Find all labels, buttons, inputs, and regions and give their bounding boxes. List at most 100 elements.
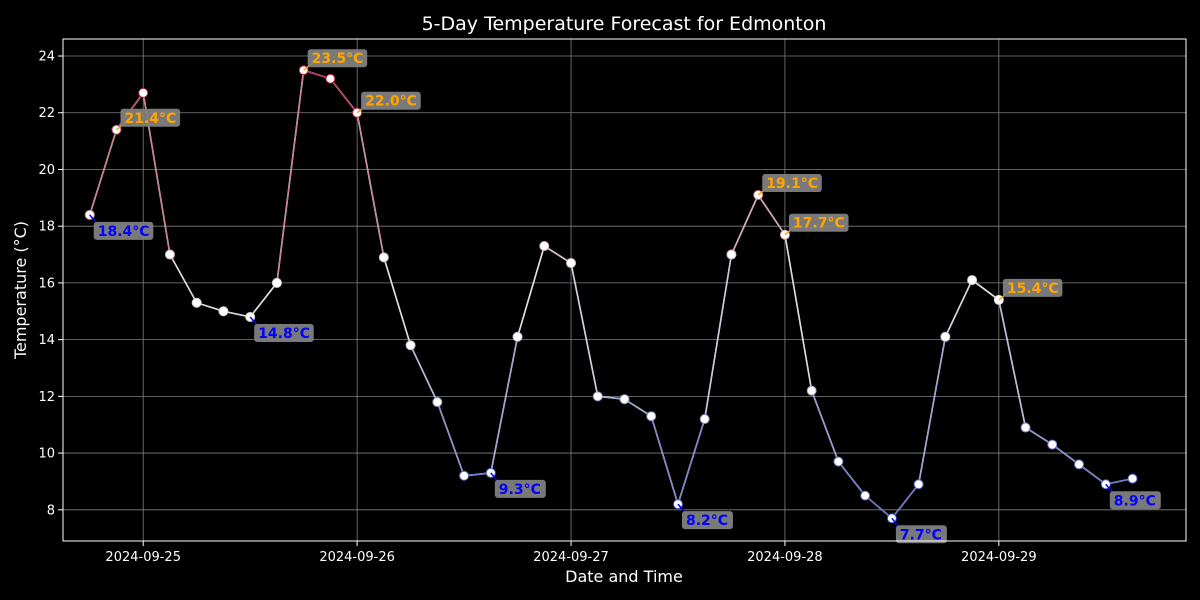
line-segment-color xyxy=(169,254,198,304)
line-segment-color xyxy=(998,299,1027,428)
y-tick-label: 14 xyxy=(38,333,55,348)
data-point xyxy=(325,73,336,84)
annotation-label: 8.2°C xyxy=(686,513,728,529)
line-segment-color xyxy=(837,461,866,497)
y-tick-label: 20 xyxy=(38,163,55,178)
data-point xyxy=(726,249,737,260)
data-point xyxy=(806,385,817,396)
y-axis-title: Temperature (°C) xyxy=(11,221,30,360)
annotation-label: 17.7°C xyxy=(793,216,845,232)
x-tick-label: 2024-09-29 xyxy=(961,550,1037,565)
data-point xyxy=(699,414,710,425)
line-segment-color xyxy=(383,257,412,346)
y-tick-label: 8 xyxy=(47,503,55,518)
data-point xyxy=(1127,473,1138,484)
line-segment-color xyxy=(944,279,973,338)
annotation-label: 9.3°C xyxy=(499,482,541,498)
data-point xyxy=(271,277,282,288)
annotation-label: 23.5°C xyxy=(312,51,364,67)
line-segment-color xyxy=(917,336,946,485)
annotation-label: 7.7°C xyxy=(900,527,942,543)
x-tick-label: 2024-09-27 xyxy=(533,550,609,565)
annotations: 18.4°C 21.4°C 14.8°C 23.5°C 22.0°C 9.3°C 8.2°C… xyxy=(89,49,1161,544)
annotation-box xyxy=(762,173,822,192)
annotation-box xyxy=(93,221,154,240)
line-segment-color xyxy=(89,129,118,216)
data-point xyxy=(1074,459,1085,470)
line-segment-color xyxy=(704,254,733,420)
annotation-box xyxy=(361,91,421,110)
line-segment-color xyxy=(624,398,652,417)
axes: 8 10 12 14 16 18 20 22 24 2024-09-25 2024-09-26 202… xyxy=(38,38,1187,565)
x-tick-label: 2024-09-26 xyxy=(319,550,395,565)
line-segment-color xyxy=(650,416,679,505)
plot-frame xyxy=(62,38,1187,542)
line-segment-color xyxy=(1078,463,1107,485)
annotation-label: 22.0°C xyxy=(365,94,417,110)
line-segment-color xyxy=(757,194,786,236)
annotation-label: 15.4°C xyxy=(1007,281,1059,297)
annotation-box xyxy=(254,323,314,342)
y-tick-label: 16 xyxy=(38,276,55,291)
annotation-box xyxy=(120,108,181,127)
data-point xyxy=(913,479,924,490)
data-point xyxy=(218,306,229,317)
data-point xyxy=(1020,422,1031,433)
data-point xyxy=(138,87,149,98)
annotation-box xyxy=(895,525,947,544)
annotation-label: 19.1°C xyxy=(766,176,818,192)
data-point xyxy=(432,397,443,408)
annotation-box xyxy=(1109,491,1161,510)
series-line xyxy=(88,69,1133,519)
data-point xyxy=(619,394,630,405)
line-segment-color xyxy=(1051,444,1080,465)
line-segment-color xyxy=(891,483,920,519)
line-segment-color xyxy=(784,234,813,391)
y-tick-label: 10 xyxy=(38,447,55,462)
data-point xyxy=(646,411,657,422)
data-point xyxy=(191,297,202,308)
line-segment-color xyxy=(516,245,545,337)
line-segment-color xyxy=(570,262,599,397)
line-segment-color xyxy=(436,401,465,476)
line-segment-color xyxy=(1025,427,1053,446)
line-segment-color xyxy=(730,194,759,255)
annotation-box xyxy=(681,511,733,530)
annotation-label: 8.9°C xyxy=(1114,493,1156,509)
x-axis-title: Date and Time xyxy=(565,567,683,586)
annotation-box xyxy=(788,213,849,232)
y-tick-label: 12 xyxy=(38,390,55,405)
annotation-box xyxy=(307,49,368,68)
y-tick-label: 22 xyxy=(38,106,55,121)
data-point xyxy=(1047,439,1058,450)
data-point xyxy=(967,275,978,286)
line-segment-color xyxy=(971,279,1000,301)
data-point xyxy=(940,331,951,342)
data-point xyxy=(459,470,470,481)
x-tick-label: 2024-09-28 xyxy=(747,550,823,565)
line-segment-color xyxy=(490,336,519,474)
data-point xyxy=(512,331,523,342)
line-segment-color xyxy=(410,345,438,403)
line-segment-color xyxy=(543,245,572,264)
y-tick-label: 24 xyxy=(38,50,55,65)
annotation-box xyxy=(494,479,546,498)
annotation-label: 21.4°C xyxy=(124,111,176,127)
data-point xyxy=(164,249,175,260)
chart-title: 5-Day Temperature Forecast for Edmonton xyxy=(422,13,827,35)
line-segment-color xyxy=(864,495,893,519)
x-tick-label: 2024-09-25 xyxy=(105,550,181,565)
data-point xyxy=(566,258,577,269)
line-segment-color xyxy=(276,70,305,283)
data-point xyxy=(860,490,871,501)
annotation-label: 14.8°C xyxy=(258,326,310,342)
annotation-box xyxy=(1002,278,1063,297)
y-tick-label: 18 xyxy=(38,220,55,235)
line-segment-color xyxy=(329,78,358,114)
data-point xyxy=(592,391,603,402)
data-point xyxy=(405,340,416,351)
line-segment-color xyxy=(677,418,706,505)
data-point xyxy=(539,241,550,252)
line-segment-color xyxy=(356,112,385,258)
